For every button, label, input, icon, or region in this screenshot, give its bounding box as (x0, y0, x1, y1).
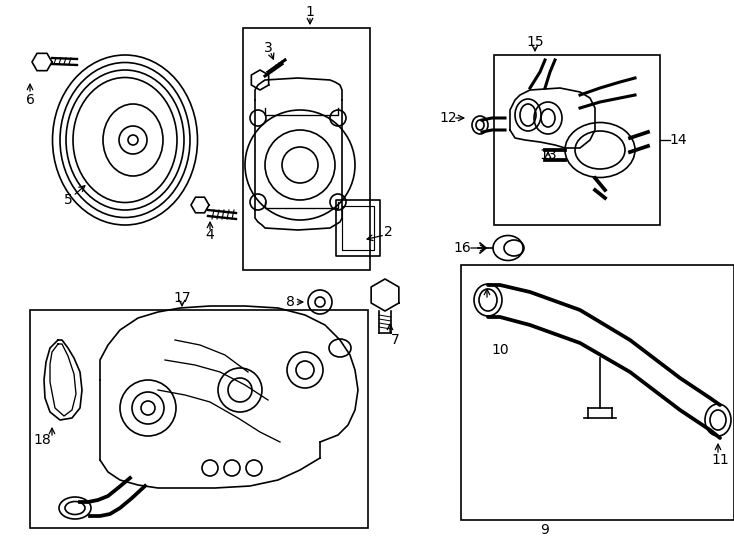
Text: 5: 5 (64, 193, 73, 207)
Text: 8: 8 (286, 295, 294, 309)
Text: 4: 4 (206, 228, 214, 242)
Text: 14: 14 (669, 133, 687, 147)
Bar (30, 310, 368, 528)
Text: 6: 6 (26, 93, 34, 107)
Text: 18: 18 (33, 433, 51, 447)
Text: 12: 12 (439, 111, 457, 125)
Text: 3: 3 (264, 41, 272, 55)
Bar (342, 206, 374, 250)
Text: 15: 15 (526, 35, 544, 49)
Text: 11: 11 (711, 453, 729, 467)
Text: 13: 13 (539, 148, 557, 162)
Text: 10: 10 (491, 343, 509, 357)
Text: 2: 2 (384, 225, 393, 239)
Text: 7: 7 (390, 333, 399, 347)
Bar (336, 200, 380, 256)
Text: 16: 16 (453, 241, 471, 255)
Bar (243, 28, 370, 270)
Text: 1: 1 (305, 5, 314, 19)
Text: 9: 9 (540, 523, 550, 537)
Bar (494, 55, 660, 225)
Text: 17: 17 (173, 291, 191, 305)
Bar (461, 265, 734, 520)
